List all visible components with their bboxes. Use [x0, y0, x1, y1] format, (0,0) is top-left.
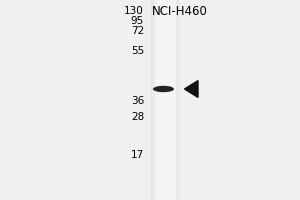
Polygon shape [184, 81, 198, 97]
Bar [150, 0, 180, 200]
Text: 17: 17 [131, 150, 144, 160]
Text: 55: 55 [131, 46, 144, 56]
Text: 72: 72 [131, 26, 144, 36]
Text: 36: 36 [131, 96, 144, 106]
Text: NCI-H460: NCI-H460 [152, 5, 208, 18]
Text: 28: 28 [131, 112, 144, 122]
Text: 130: 130 [124, 6, 144, 16]
Bar [154, 0, 176, 200]
Text: 95: 95 [131, 16, 144, 26]
Ellipse shape [153, 86, 174, 92]
